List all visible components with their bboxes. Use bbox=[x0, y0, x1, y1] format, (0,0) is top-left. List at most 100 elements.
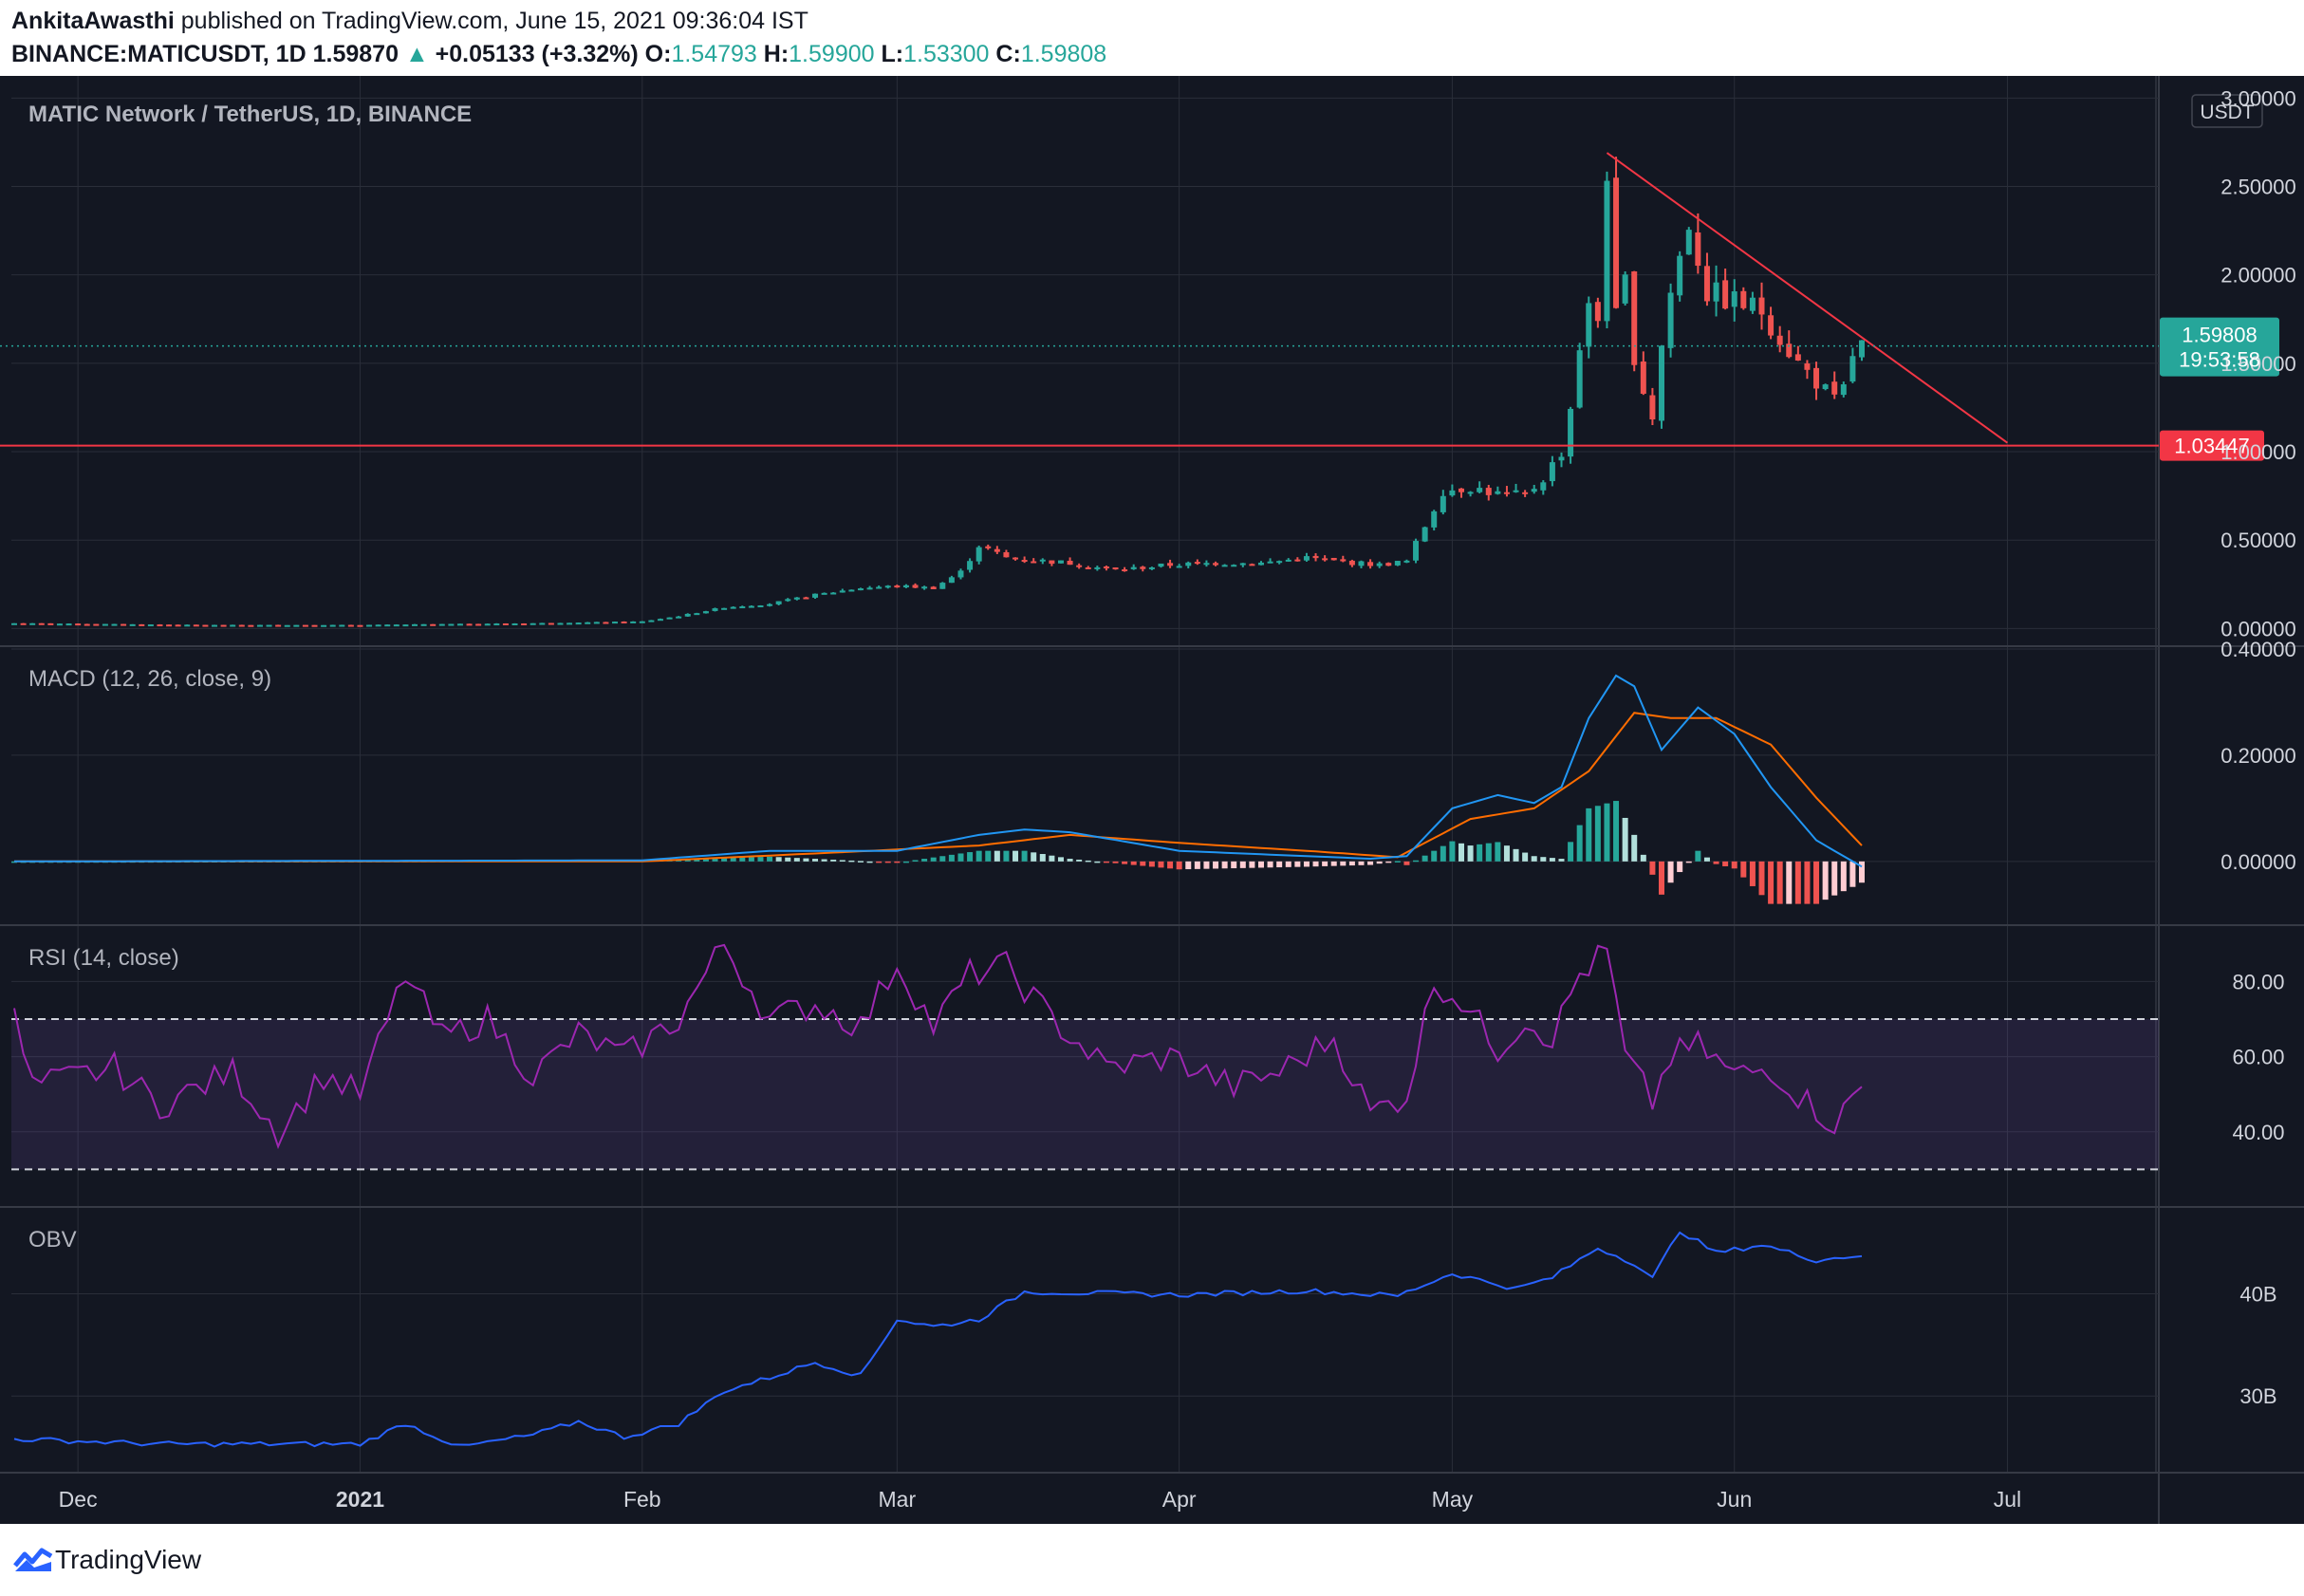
candle-body-134 bbox=[1231, 565, 1237, 567]
macd-hist-bar-146 bbox=[1340, 861, 1347, 866]
candle-body-152 bbox=[1394, 561, 1401, 566]
candle-body-141 bbox=[1294, 559, 1301, 562]
candle-body-74 bbox=[684, 613, 691, 617]
macd-hist-bar-151 bbox=[1385, 861, 1392, 863]
macd-hist-bar-166 bbox=[1522, 852, 1529, 862]
macd-hist-bar-105 bbox=[967, 852, 974, 862]
candle-body-203 bbox=[1859, 340, 1865, 358]
candle-body-25 bbox=[238, 624, 245, 627]
tradingview-logo-icon[interactable] bbox=[13, 1547, 53, 1573]
candle-body-7 bbox=[75, 623, 82, 626]
candle-body-126 bbox=[1158, 563, 1164, 567]
macd-hist-bar-127 bbox=[1167, 861, 1174, 869]
macd-hist-bar-111 bbox=[1021, 850, 1028, 862]
candle-body-111 bbox=[1021, 560, 1028, 563]
candle-body-45 bbox=[420, 623, 427, 626]
macd-hist-bar-192 bbox=[1758, 861, 1765, 896]
candle-body-172 bbox=[1576, 350, 1583, 408]
candle-body-3 bbox=[38, 622, 45, 625]
chart-labels: 3.00000 2.50000 2.00000 1.50000 1.00000 0.500… bbox=[28, 86, 2296, 1512]
chart-area[interactable]: 3.00000 2.50000 2.00000 1.50000 1.00000 0.500… bbox=[0, 76, 2304, 1524]
macd-hist-bar-194 bbox=[1776, 861, 1783, 904]
price-tick-label-2: 2.00000 bbox=[2220, 264, 2296, 288]
macd-hist-bar-81 bbox=[748, 857, 754, 862]
macd-hist-bar-118 bbox=[1085, 860, 1091, 863]
rsi-tick-label-2: 40.00 bbox=[2232, 1121, 2284, 1144]
candle-body-58 bbox=[539, 622, 546, 625]
macd-hist-bar-153 bbox=[1403, 861, 1410, 865]
candle-body-59 bbox=[548, 622, 554, 625]
candle-body-149 bbox=[1367, 562, 1374, 566]
macd-hist-bar-130 bbox=[1194, 861, 1200, 869]
tradingview-brand[interactable]: TradingView bbox=[55, 1545, 202, 1574]
macd-hist-bar-159 bbox=[1458, 843, 1464, 862]
candle-body-0 bbox=[11, 622, 17, 625]
candle-body-136 bbox=[1249, 564, 1255, 566]
candle-body-32 bbox=[302, 624, 308, 627]
candle-body-113 bbox=[1039, 559, 1046, 562]
candle-body-89 bbox=[821, 592, 827, 595]
macd-hist-bar-149 bbox=[1367, 861, 1374, 865]
candle-body-34 bbox=[321, 624, 327, 627]
macd-hist-bar-128 bbox=[1176, 861, 1182, 870]
macd-hist-bar-94 bbox=[866, 861, 873, 863]
macd-hist-bar-147 bbox=[1348, 861, 1355, 866]
close-label: C: bbox=[995, 41, 1021, 67]
macd-hist-bar-160 bbox=[1467, 845, 1474, 862]
candle-body-69 bbox=[639, 621, 645, 623]
candle-body-24 bbox=[230, 624, 236, 627]
author-name[interactable]: AnkitaAwasthi bbox=[11, 8, 175, 34]
macd-hist-bar-191 bbox=[1749, 861, 1756, 886]
macd-hist-bar-173 bbox=[1586, 807, 1592, 862]
macd-hist-bar-84 bbox=[775, 857, 782, 862]
low-value: 1.53300 bbox=[903, 41, 990, 67]
candle-body-30 bbox=[284, 624, 290, 627]
rsi-tick-label-1: 60.00 bbox=[2232, 1046, 2284, 1069]
candle-body-41 bbox=[384, 624, 391, 627]
candle-body-180 bbox=[1649, 395, 1656, 420]
chart-svg[interactable]: 3.00000 2.50000 2.00000 1.50000 1.00000 0.500… bbox=[0, 76, 2304, 1524]
macd-hist-bar-113 bbox=[1039, 854, 1046, 862]
open-label: O: bbox=[644, 41, 672, 67]
candle-body-28 bbox=[266, 624, 272, 627]
pane-title-obv: OBV bbox=[28, 1227, 77, 1253]
candle-body-38 bbox=[357, 624, 363, 627]
macd-hist-bar-95 bbox=[876, 861, 883, 863]
candle-body-12 bbox=[121, 623, 127, 626]
candle-body-15 bbox=[147, 624, 154, 627]
macd-hist-bar-77 bbox=[712, 858, 718, 862]
ohlc-line: BINANCE:MATICUSDT, 1D 1.59870 ▲ +0.05133… bbox=[11, 41, 1106, 68]
macd-tick-label-2: 0.00000 bbox=[2220, 850, 2296, 874]
candle-body-44 bbox=[412, 623, 418, 626]
candle-body-162 bbox=[1485, 488, 1492, 495]
macd-hist-bar-136 bbox=[1249, 861, 1255, 868]
candle-body-178 bbox=[1631, 271, 1638, 365]
macd-hist-bar-89 bbox=[821, 859, 827, 862]
candle-body-201 bbox=[1840, 384, 1847, 396]
candle-body-43 bbox=[402, 624, 409, 627]
symbol-label[interactable]: BINANCE:MATICUSDT, 1D bbox=[11, 41, 307, 67]
candle-body-191 bbox=[1749, 297, 1756, 311]
candle-body-107 bbox=[985, 546, 992, 548]
candle-body-35 bbox=[329, 624, 336, 627]
up-arrow-icon: ▲ bbox=[404, 41, 429, 67]
macd-hist-bar-178 bbox=[1631, 834, 1638, 862]
candle-body-95 bbox=[876, 586, 883, 589]
candle-body-114 bbox=[1049, 560, 1055, 565]
macd-hist-bar-115 bbox=[1057, 857, 1064, 862]
macd-hist-bar-142 bbox=[1303, 861, 1310, 867]
macd-tick-label-0: 0.40000 bbox=[2220, 638, 2296, 661]
candle-body-11 bbox=[111, 623, 118, 626]
macd-hist-bar-150 bbox=[1376, 861, 1383, 864]
macd-hist-bar-88 bbox=[812, 859, 819, 862]
macd-hist-bar-110 bbox=[1013, 850, 1019, 862]
macd-hist-bar-189 bbox=[1731, 861, 1737, 869]
candle-body-18 bbox=[175, 624, 181, 627]
candle-body-139 bbox=[1276, 561, 1283, 564]
macd-signal-line bbox=[14, 712, 1863, 863]
candle-body-182 bbox=[1667, 292, 1674, 348]
macd-hist-bar-170 bbox=[1558, 859, 1565, 862]
candle-body-8 bbox=[84, 623, 90, 626]
candle-body-119 bbox=[1094, 566, 1101, 569]
candle-body-202 bbox=[1849, 356, 1856, 382]
